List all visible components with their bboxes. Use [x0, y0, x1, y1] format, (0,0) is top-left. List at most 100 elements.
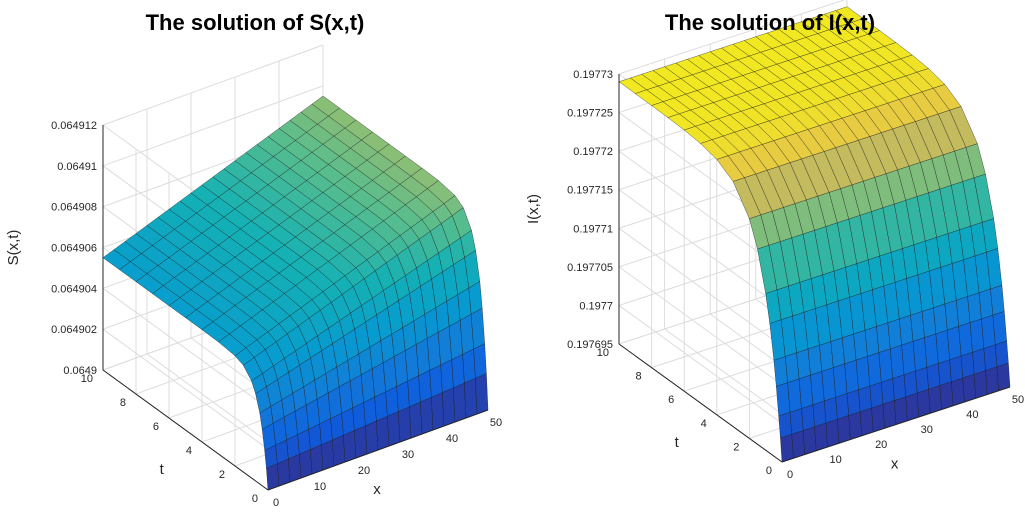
surface-patch — [917, 389, 931, 418]
t-tick-label: 10 — [597, 347, 609, 359]
surface-patch — [418, 370, 432, 403]
z-tick-label: 0.19773 — [573, 69, 613, 81]
surface-patch — [894, 396, 908, 425]
x-tick-label: 50 — [1012, 394, 1024, 406]
surface-patch — [780, 434, 794, 463]
z-tick-label: 0.0649 — [63, 365, 97, 377]
surface-patch — [277, 458, 291, 487]
z-axis-label: I(x,t) — [525, 194, 542, 224]
surface-patch — [387, 411, 401, 447]
t-axis-line — [102, 369, 269, 491]
x-tick-label: 30 — [402, 449, 414, 461]
x-tick-label: 30 — [921, 424, 933, 436]
surface-patch — [475, 373, 489, 415]
z-tick-label: 0.1977 — [579, 300, 613, 312]
t-axis-line — [618, 343, 783, 463]
surface-patch — [354, 425, 368, 459]
surface-patch — [365, 420, 379, 455]
surface-patch — [871, 404, 885, 433]
surface-patch — [398, 406, 412, 443]
z-tick-label: 0.19772 — [573, 146, 613, 158]
surface-patch — [974, 370, 988, 399]
surface-patch — [453, 382, 467, 423]
gridline — [102, 44, 324, 126]
surface-plot-i: 0102030405002468100.1976950.19770.197705… — [525, 0, 1024, 481]
surface-patch — [869, 382, 884, 409]
x-tick-label: 10 — [829, 454, 841, 466]
surface-patch — [825, 419, 840, 448]
z-tick-label: 0.19771 — [573, 223, 613, 235]
surface-patch — [882, 400, 897, 429]
z-tick-label: 0.197695 — [567, 339, 613, 351]
x-axis-label: x — [891, 455, 899, 472]
surface-patch — [791, 430, 805, 459]
surface-patch — [881, 378, 895, 405]
surface-patch — [812, 400, 827, 428]
surface-patch — [903, 370, 918, 398]
x-tick-label: 50 — [490, 417, 502, 429]
t-tick-label: 0 — [252, 493, 258, 505]
surface-patch — [473, 343, 487, 379]
surface-patch — [824, 397, 838, 424]
t-tick-label: 2 — [733, 441, 739, 453]
surface-patch — [951, 377, 965, 407]
t-tick-label: 2 — [219, 469, 225, 481]
z-tick-label: 0.064906 — [51, 243, 97, 255]
x-axis-label: x — [373, 481, 381, 498]
t-tick-label: 6 — [668, 394, 674, 406]
x-tick-label: 0 — [787, 469, 793, 481]
surface-patch — [343, 430, 357, 463]
gridline — [102, 85, 324, 167]
surface-patch — [837, 415, 851, 444]
surface-patch — [962, 374, 976, 403]
surface-patch — [892, 374, 906, 401]
surface-patch — [915, 367, 929, 394]
surface-patch — [860, 407, 874, 437]
t-axis-label: t — [160, 461, 165, 478]
surface-patch — [471, 307, 485, 350]
surface-patch — [442, 387, 456, 427]
gridline — [618, 150, 783, 270]
surface-patch — [409, 401, 423, 439]
surface-plot-s: 0102030405002468100.06490.0649020.064904… — [5, 10, 502, 509]
surface-patch — [462, 348, 476, 384]
surface-patch — [985, 366, 999, 395]
surface-patch — [848, 411, 862, 440]
surface-patch — [835, 393, 849, 420]
surface-patch — [939, 381, 954, 410]
surface-patch — [310, 444, 324, 475]
surface-patch — [376, 416, 390, 451]
surface-patch — [407, 375, 421, 408]
t-tick-label: 6 — [153, 421, 159, 433]
surface-patch — [972, 348, 986, 375]
x-tick-label: 20 — [358, 465, 370, 477]
t-tick-label: 0 — [766, 465, 772, 477]
surface-patch — [429, 364, 443, 398]
surface-patch — [420, 397, 434, 435]
z-tick-label: 0.197715 — [567, 185, 613, 197]
axes — [102, 125, 489, 491]
x-axis-line — [267, 409, 489, 491]
surface-patch — [949, 355, 963, 383]
surface-patch — [983, 344, 998, 371]
axes — [618, 74, 1011, 463]
surface-patch — [332, 435, 346, 467]
gridline — [102, 328, 269, 450]
surface-patch — [352, 402, 366, 431]
surface-patch — [938, 359, 952, 386]
gridline — [102, 287, 269, 409]
x-tick-label: 0 — [273, 497, 279, 509]
gridline — [618, 266, 783, 386]
surface-patch — [990, 285, 1005, 316]
surface-patch — [789, 408, 804, 435]
gridline — [618, 0, 846, 75]
gridline — [618, 227, 783, 347]
surface-patch — [363, 396, 377, 427]
z-tick-label: 0.064904 — [51, 283, 97, 295]
surface-patch — [374, 391, 388, 422]
surface-patch — [995, 340, 1009, 368]
surface-patch — [905, 392, 919, 422]
z-tick-label: 0.064912 — [51, 120, 97, 132]
surface-patch — [858, 385, 872, 413]
